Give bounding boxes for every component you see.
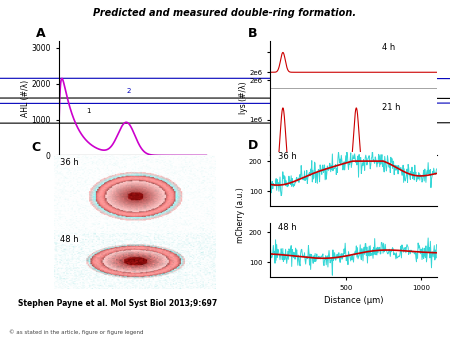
- Text: B: B: [248, 27, 257, 40]
- Text: © as stated in the article, figure or figure legend: © as stated in the article, figure or fi…: [9, 329, 144, 335]
- Text: 4 h: 4 h: [382, 44, 396, 52]
- Text: 2: 2: [126, 88, 130, 94]
- Y-axis label: lys (#/λ): lys (#/λ): [238, 82, 248, 114]
- Text: 36 h: 36 h: [278, 151, 297, 161]
- Text: Predicted and measured double-ring formation.: Predicted and measured double-ring forma…: [94, 8, 356, 19]
- Text: 21 h: 21 h: [382, 103, 400, 112]
- Text: A: A: [36, 27, 45, 40]
- Text: Stephen Payne et al. Mol Syst Biol 2013;9:697: Stephen Payne et al. Mol Syst Biol 2013;…: [18, 299, 217, 308]
- Text: C: C: [32, 141, 40, 154]
- Text: 48 h: 48 h: [278, 222, 297, 232]
- X-axis label: Distance (μm): Distance (μm): [324, 296, 383, 305]
- Text: mCherry (a.u.): mCherry (a.u.): [236, 187, 245, 242]
- Text: biology: biology: [379, 327, 404, 332]
- Text: systems: systems: [377, 319, 406, 324]
- X-axis label: Distance (μm): Distance (μm): [324, 175, 383, 184]
- Y-axis label: AHL (#/λ): AHL (#/λ): [21, 79, 30, 117]
- Text: 1: 1: [86, 107, 90, 114]
- Text: 36 h: 36 h: [60, 158, 79, 167]
- X-axis label: Time (h): Time (h): [115, 178, 150, 187]
- Text: 48 h: 48 h: [60, 236, 79, 244]
- Text: D: D: [248, 139, 258, 152]
- Text: molecular: molecular: [374, 310, 409, 315]
